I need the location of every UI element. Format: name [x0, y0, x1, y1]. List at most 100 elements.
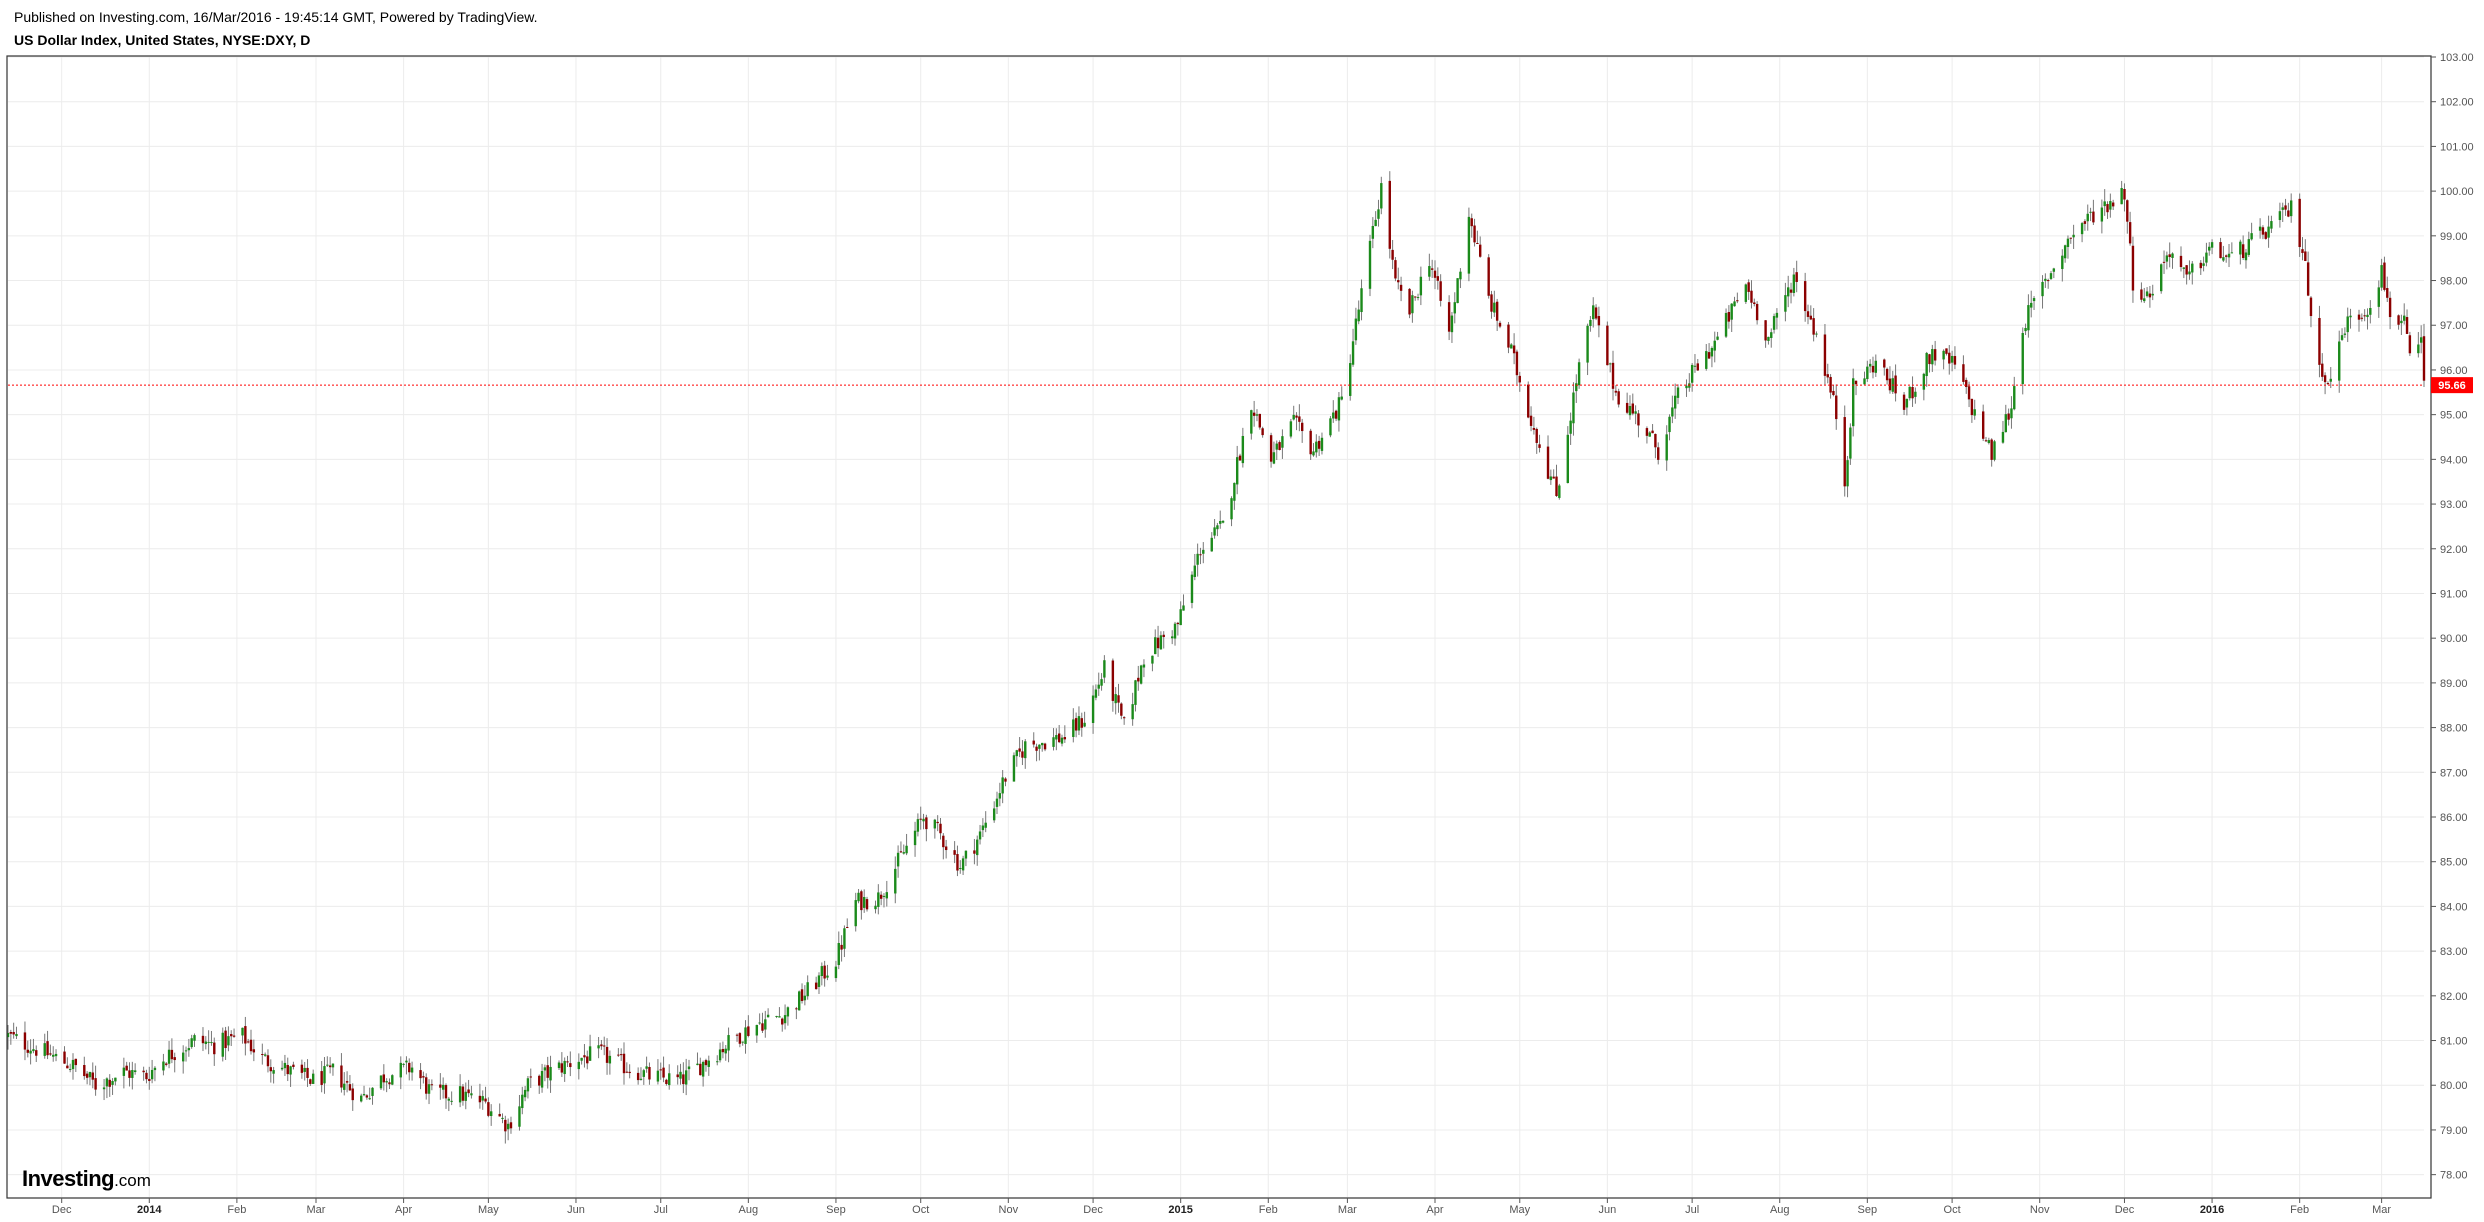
candle-body — [854, 900, 857, 927]
candle-body — [2287, 210, 2290, 217]
candle-body — [148, 1078, 151, 1081]
candle-body — [2069, 237, 2072, 239]
x-tick-label: Feb — [227, 1204, 246, 1216]
candle-body — [1154, 637, 1157, 655]
candle-body — [600, 1044, 603, 1047]
candle-body — [877, 892, 880, 907]
candle-body — [538, 1075, 541, 1086]
candle-body — [1736, 300, 1739, 302]
candle-body — [1394, 260, 1397, 279]
candle-body — [88, 1071, 92, 1078]
candle-body — [1221, 520, 1225, 523]
candle-body — [747, 1026, 750, 1036]
candle-body — [1060, 737, 1064, 744]
candle-body — [1617, 391, 1620, 405]
candle-body — [1665, 434, 1668, 461]
candle-body — [944, 846, 948, 851]
x-tick-label: Nov — [999, 1204, 1019, 1216]
candle-body — [992, 808, 996, 821]
x-tick-label: 2016 — [2200, 1204, 2224, 1216]
candle-body — [1038, 744, 1041, 749]
candle-body — [1775, 312, 1779, 318]
candle-body — [2027, 305, 2030, 331]
candle-body — [2021, 332, 2024, 385]
y-tick-label: 94.00 — [2440, 454, 2468, 466]
x-tick-label: Dec — [2115, 1204, 2135, 1216]
candle-body — [543, 1067, 547, 1071]
candle-body — [1693, 365, 1697, 367]
candle-body — [1631, 403, 1634, 414]
candle-body — [501, 1117, 504, 1119]
candle-body — [204, 1041, 208, 1045]
candle-body — [2165, 255, 2169, 262]
candle-body — [1103, 660, 1106, 678]
candle-body — [984, 822, 987, 828]
candle-body — [1139, 665, 1143, 684]
candle-body — [1984, 440, 1988, 442]
candle-body — [1159, 635, 1163, 650]
candle-body — [617, 1054, 620, 1056]
candle-body — [1611, 362, 1615, 389]
candle-body — [1823, 334, 1827, 376]
candle-body — [1965, 379, 1968, 388]
candle-body — [682, 1074, 685, 1085]
candle-body — [1021, 751, 1024, 758]
candle-body — [2323, 375, 2327, 383]
candle-body — [1080, 718, 1083, 728]
candle-body — [879, 894, 883, 899]
candle-body — [1589, 319, 1592, 326]
x-tick-label: Jul — [1685, 1204, 1699, 1216]
candle-body — [1074, 718, 1078, 731]
candle-body — [368, 1098, 371, 1100]
candle-body — [1329, 418, 1332, 436]
candle-body — [306, 1067, 309, 1078]
candle-body — [1182, 605, 1185, 611]
candle-body — [1654, 433, 1657, 448]
candle-body — [2250, 233, 2253, 240]
candle-body — [509, 1122, 513, 1129]
investing-logo: Investing.com — [22, 1166, 151, 1192]
candle-body — [2366, 314, 2369, 318]
candle-body — [1072, 719, 1075, 737]
candle-body — [744, 1027, 747, 1044]
candle-body — [478, 1095, 482, 1103]
candle-body — [2162, 261, 2166, 263]
candle-body — [2140, 289, 2143, 300]
candle-body — [1334, 410, 1338, 419]
candle-body — [1450, 315, 1454, 333]
x-tick-label: Sep — [826, 1204, 846, 1216]
candle-body — [232, 1035, 236, 1037]
last-price-marker: 95.66 — [8, 377, 2473, 394]
candle-body — [1004, 778, 1007, 782]
candle-body — [1077, 716, 1081, 731]
candle-body — [1018, 748, 1021, 752]
candle-body — [2120, 188, 2123, 205]
candle-body — [1566, 434, 1570, 483]
candle-body — [49, 1053, 52, 1055]
candle-body — [102, 1087, 106, 1090]
candle-body — [311, 1073, 315, 1084]
candle-body — [803, 995, 807, 1001]
candle-body — [1196, 553, 1199, 565]
candle-body — [1309, 430, 1312, 455]
candle-body — [246, 1041, 250, 1043]
candle-body — [63, 1051, 66, 1064]
candle-body — [1835, 395, 1838, 420]
candle-body — [153, 1067, 157, 1071]
candle-body — [1250, 410, 1253, 434]
candle-body — [857, 892, 860, 902]
candle-body — [798, 991, 801, 1011]
candle-body — [1854, 380, 1858, 385]
candle-body — [687, 1066, 691, 1070]
candle-body — [1973, 409, 1976, 416]
candle-body — [26, 1049, 29, 1053]
candle-body — [1510, 344, 1513, 349]
candle-body — [778, 1016, 781, 1018]
candle-body — [190, 1038, 193, 1048]
candle-body — [2205, 252, 2208, 263]
candle-body — [323, 1066, 326, 1084]
logo-suffix: .com — [114, 1171, 151, 1190]
candle-body — [35, 1050, 38, 1056]
candle-body — [1216, 525, 1219, 530]
